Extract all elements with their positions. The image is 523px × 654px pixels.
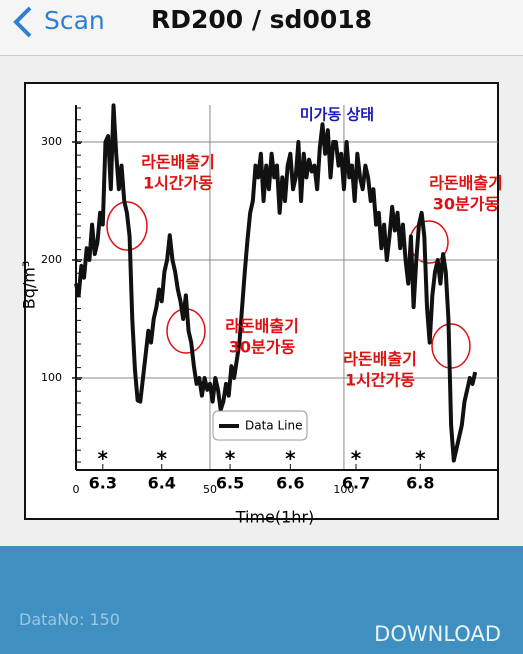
date-label: 6.4	[148, 474, 176, 493]
date-label: 6.7	[342, 474, 370, 493]
data-line	[74, 103, 478, 463]
annotation: 30분가동	[433, 195, 500, 214]
download-button[interactable]: DOWNLOAD	[374, 622, 501, 646]
date-marker: *	[415, 447, 426, 471]
nav-bar: RD200 / sd0018 Scan	[0, 0, 523, 56]
date-marker: *	[351, 447, 362, 471]
bottom-bar: DataNo: 150 DOWNLOAD	[0, 546, 523, 654]
annotation: 1시간가동	[143, 174, 213, 193]
annotation: 라돈배출기	[141, 153, 215, 172]
date-label: 6.8	[406, 474, 434, 493]
x-tick-label: 50	[203, 483, 217, 496]
back-chevron[interactable]	[0, 0, 40, 55]
chart-title: 미가동 상태	[300, 106, 374, 124]
date-marker: *	[157, 447, 168, 471]
annotation: 라돈배출기	[225, 317, 299, 336]
legend-box	[212, 410, 308, 441]
annotation: 라돈배출기	[429, 174, 503, 193]
x-tick-label: 0	[73, 483, 80, 496]
x-tick-label: 100	[333, 483, 354, 496]
annotation: 1시간가동	[345, 371, 415, 390]
date-marker: *	[98, 447, 109, 471]
date-label: 6.3	[89, 474, 117, 493]
back-button[interactable]: Scan	[44, 6, 105, 35]
annotation: 라돈배출기	[343, 350, 417, 369]
annotation: 30분가동	[229, 338, 296, 357]
data-count: DataNo: 150	[19, 610, 120, 629]
date-marker: *	[285, 447, 296, 471]
chart: 100 200 300 0 50 100 * 6.3 * 6.4 * 6.5 * 6.6 * 6.7 * 6.8 B…	[20, 82, 503, 527]
x-axis-label: Time(1hr)	[235, 508, 315, 527]
y-axis-label: Bq/m³	[20, 261, 39, 310]
y-tick-label: 200	[41, 253, 62, 266]
y-tick-label: 300	[41, 135, 62, 148]
date-marker: *	[225, 447, 236, 471]
date-label: 6.6	[276, 474, 304, 493]
date-label: 6.5	[216, 474, 244, 493]
y-tick-label: 100	[41, 371, 62, 384]
screen-title: RD200 / sd0018	[150, 5, 373, 34]
legend-label: Data Line	[245, 419, 302, 433]
